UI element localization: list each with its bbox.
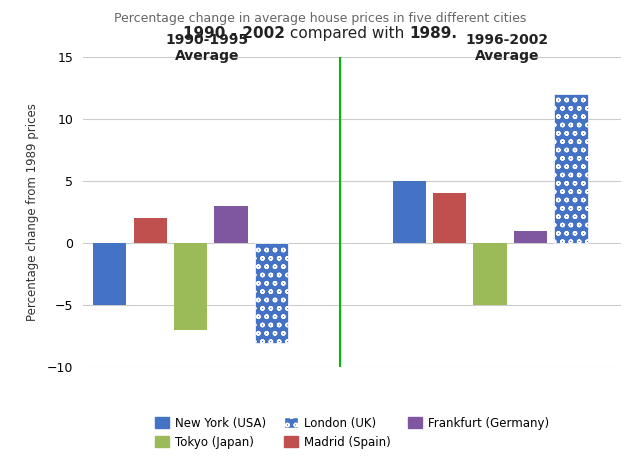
Text: 1990-1995: 1990-1995 [166,32,249,47]
Bar [474,243,507,305]
Bar [134,218,167,243]
Bar [393,181,426,243]
Bar [214,206,248,243]
Text: Percentage change in average house prices in five different cities: Percentage change in average house price… [114,12,526,25]
Text: Average: Average [175,49,239,63]
Y-axis label: Percentage change from 1989 prices: Percentage change from 1989 prices [26,103,39,321]
Bar [255,243,288,342]
Bar [514,231,547,243]
Text: 1990 - 2002: 1990 - 2002 [183,26,285,41]
Bar [93,243,127,305]
Bar [433,193,467,243]
Bar [174,243,207,330]
Legend: New York (USA), Tokyo (Japan), London (UK), Madrid (Spain), Frankfurt (Germany): New York (USA), Tokyo (Japan), London (U… [155,417,549,448]
Text: compared with: compared with [285,26,409,41]
Text: Average: Average [474,49,539,63]
Text: 1996-2002: 1996-2002 [465,32,548,47]
Bar [554,94,588,243]
Text: 1989.: 1989. [409,26,457,41]
